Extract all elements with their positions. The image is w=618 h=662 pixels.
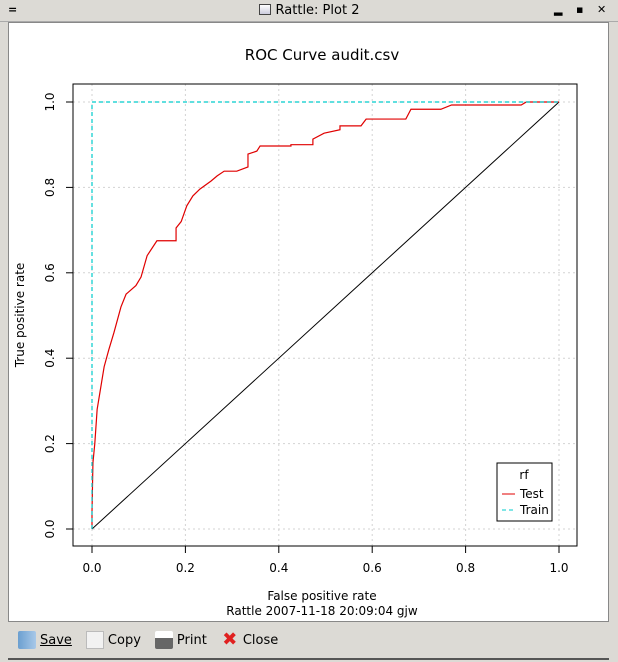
x-tick-label: 1.0: [549, 561, 568, 575]
save-label: Save: [40, 632, 72, 648]
copy-icon: [85, 631, 104, 649]
y-tick-label: 0.2: [43, 434, 57, 453]
legend-train: Train: [519, 503, 549, 517]
save-icon: [18, 631, 36, 649]
plot-area: ROC Curve audit.csv 0.0 0.2 0.4 0.6 0.8 1.0 0.…: [8, 22, 609, 622]
minimize-icon[interactable]: ▂: [554, 3, 563, 16]
menu-icon[interactable]: =: [8, 3, 18, 16]
y-tick-label: 0.4: [43, 349, 57, 368]
print-button[interactable]: Print: [153, 629, 209, 651]
footer-text: Rattle 2007-11-18 20:09:04 gjw: [226, 604, 418, 618]
copy-button[interactable]: Copy: [84, 629, 143, 651]
print-icon: [154, 631, 173, 649]
x-tick-label: 0.4: [269, 561, 288, 575]
close-button[interactable]: ✖ Close: [219, 629, 280, 651]
y-tick-label: 1.0: [43, 92, 57, 111]
x-tick-label: 0.0: [82, 561, 101, 575]
chart-title: ROC Curve audit.csv: [245, 46, 400, 64]
x-tick-label: 0.2: [176, 561, 195, 575]
y-tick-label: 0.6: [43, 263, 57, 282]
legend: rf Test Train: [496, 462, 553, 522]
print-label: Print: [176, 632, 207, 648]
y-tick-label: 0.0: [43, 519, 57, 538]
save-button[interactable]: Save: [16, 629, 74, 651]
maximize-icon[interactable]: ▪: [576, 3, 584, 16]
reference-diagonal-line: [91, 101, 560, 530]
legend-title: rf: [519, 468, 529, 482]
legend-test: Test: [519, 487, 544, 501]
close-x-icon: ✖: [222, 629, 238, 650]
copy-label: Copy: [107, 632, 141, 648]
roc-chart: ROC Curve audit.csv 0.0 0.2 0.4 0.6 0.8 1.0 0.…: [13, 46, 578, 618]
toolbar: Save Copy Print ✖ Close: [8, 622, 609, 660]
series-line-train: [91, 101, 559, 529]
close-icon[interactable]: ✕: [597, 3, 607, 16]
window-title: Rattle: Plot 2: [0, 3, 618, 18]
plot-frame: [72, 83, 578, 547]
y-axis-label: True positive rate: [13, 263, 27, 369]
close-label: Close: [242, 632, 279, 648]
window-icon: [258, 4, 271, 15]
series-line-test: [91, 101, 559, 529]
title-bar: = Rattle: Plot 2 ▂ ▪ ✕: [0, 0, 618, 22]
window-title-text: Rattle: Plot 2: [275, 3, 360, 18]
x-tick-label: 0.8: [456, 561, 475, 575]
x-axis-label: False positive rate: [267, 589, 376, 603]
y-tick-label: 0.8: [43, 178, 57, 197]
x-tick-label: 0.6: [363, 561, 382, 575]
